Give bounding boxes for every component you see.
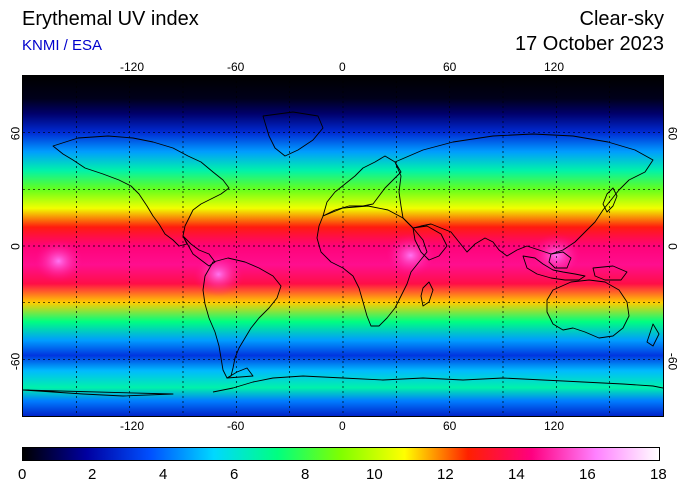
lat-tick-right: 60 [665, 126, 680, 141]
graticule [23, 76, 663, 416]
coastline-new-guinea [592, 265, 628, 281]
coastline-japan [602, 187, 618, 213]
colorbar-tick: 12 [437, 466, 454, 483]
lon-tick-top: 120 [544, 60, 565, 74]
colorbar-tick: 6 [230, 466, 239, 483]
lon-tick-bottom: 0 [339, 419, 346, 433]
map-title: Erythemal UV index [22, 8, 199, 30]
colorbar-tick: 8 [301, 466, 310, 483]
lon-tick-bottom: -60 [227, 419, 245, 433]
uv-hotspot [32, 239, 85, 284]
coastline-australia [546, 279, 630, 339]
coastline-greenland [262, 111, 324, 157]
lon-tick-top: -120 [120, 60, 145, 74]
coastline-asia [394, 133, 654, 257]
coastline-europe [322, 155, 402, 217]
colorbar-tick: 18 [650, 466, 667, 483]
lon-tick-bottom: 60 [443, 419, 457, 433]
date-label: 17 October 2023 [515, 33, 664, 55]
uv-colorbar [22, 447, 660, 461]
uv-map[interactable] [22, 75, 664, 417]
coastline-indonesia [522, 255, 586, 281]
colorbar-tick: 4 [159, 466, 168, 483]
lon-tick-bottom: -120 [120, 419, 145, 433]
credit-label: KNMI / ESA [22, 37, 103, 54]
colorbar-tick: 10 [366, 466, 383, 483]
lat-tick-right: -60 [665, 352, 680, 371]
lat-tick-left: -60 [8, 352, 23, 371]
coastline-antarctica [23, 375, 663, 397]
uv-hotspot [530, 233, 583, 278]
uv-map-canvas [23, 76, 663, 416]
coastline-new-zealand [646, 323, 660, 347]
coastline-madagascar [420, 281, 434, 307]
coastline-arabia [412, 225, 448, 261]
lon-tick-top: -60 [227, 60, 245, 74]
coastline-north-america [52, 135, 230, 247]
coastline-south-america [202, 257, 282, 379]
coastline-antarctic-peninsula [226, 367, 254, 379]
uv-hotspot [384, 233, 437, 278]
coastlines [23, 111, 663, 397]
uv-hotspot [192, 252, 245, 297]
lon-tick-bottom: 120 [544, 419, 565, 433]
lat-tick-right: 0 [665, 243, 680, 250]
colorbar-tick: 0 [18, 466, 27, 483]
lon-tick-top: 0 [339, 60, 346, 74]
colorbar-tick: 16 [579, 466, 596, 483]
coastline-borneo [548, 251, 572, 269]
sky-condition-label: Clear-sky [579, 8, 664, 30]
lon-tick-top: 60 [443, 60, 457, 74]
colorbar-tick: 2 [88, 466, 97, 483]
lat-tick-left: 0 [8, 243, 23, 250]
lat-tick-left: 60 [8, 126, 23, 141]
colorbar-tick: 14 [508, 466, 525, 483]
